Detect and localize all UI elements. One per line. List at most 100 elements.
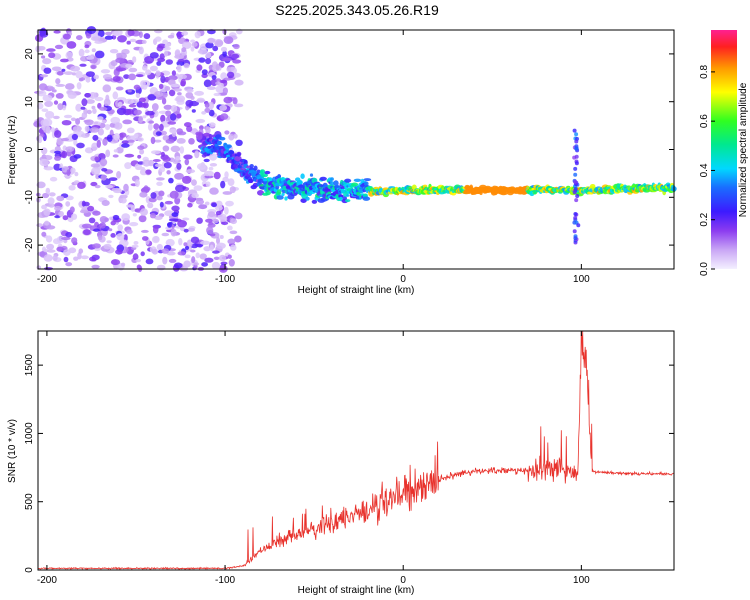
heatmap-cell bbox=[156, 61, 162, 66]
heatmap-cell bbox=[573, 186, 578, 191]
heatmap-cell bbox=[54, 205, 62, 211]
heatmap-cell bbox=[190, 236, 200, 244]
spectrogram-y-tick-label: 0 bbox=[24, 146, 35, 152]
heatmap-cell bbox=[208, 133, 213, 139]
heatmap-cell bbox=[219, 136, 226, 141]
heatmap-cell bbox=[161, 232, 170, 237]
heatmap-cell bbox=[36, 90, 47, 97]
heatmap-cell bbox=[215, 210, 222, 216]
heatmap-cell bbox=[126, 40, 131, 45]
heatmap-cell bbox=[110, 233, 116, 238]
heatmap-cell bbox=[201, 111, 207, 115]
heatmap-cell bbox=[112, 30, 120, 37]
spectrogram-x-ticks: -200 -100 0 100 bbox=[37, 30, 590, 285]
heatmap-cell bbox=[75, 103, 83, 112]
heatmap-cell bbox=[130, 98, 139, 104]
heatmap-cell bbox=[123, 183, 129, 192]
heatmap-cell bbox=[105, 149, 111, 158]
heatmap-cell bbox=[81, 98, 88, 107]
heatmap-cell bbox=[201, 69, 208, 75]
snr-ylabel: SNR (10 * v/v) bbox=[7, 419, 18, 483]
heatmap-cell bbox=[144, 56, 155, 64]
colorbar-tick-label: 0.4 bbox=[699, 163, 710, 177]
heatmap-cell bbox=[54, 44, 64, 50]
heatmap-cell bbox=[177, 58, 185, 63]
heatmap-cell bbox=[222, 50, 227, 57]
heatmap-cell bbox=[186, 239, 193, 248]
heatmap-cell bbox=[333, 180, 339, 187]
heatmap-cell bbox=[135, 258, 141, 263]
heatmap-cell bbox=[89, 127, 100, 133]
heatmap-cell bbox=[69, 206, 75, 213]
heatmap-cell bbox=[160, 75, 166, 84]
heatmap-cell bbox=[362, 196, 371, 201]
heatmap-cell bbox=[90, 163, 100, 168]
heatmap-cell bbox=[127, 29, 135, 37]
heatmap-cell bbox=[207, 145, 212, 149]
heatmap-cell bbox=[101, 168, 108, 172]
heatmap-cell bbox=[60, 58, 69, 63]
heatmap-cell bbox=[54, 150, 61, 154]
heatmap-cell bbox=[176, 162, 182, 170]
heatmap-cell bbox=[227, 254, 232, 259]
heatmap-cell bbox=[152, 226, 159, 234]
heatmap-cell bbox=[167, 79, 176, 85]
heatmap-cell bbox=[84, 125, 90, 132]
heatmap-cell bbox=[63, 71, 74, 75]
heatmap-cell bbox=[220, 180, 226, 189]
heatmap-cell bbox=[81, 112, 88, 119]
heatmap-cell bbox=[45, 111, 55, 119]
heatmap-cell bbox=[41, 231, 47, 237]
heatmap-cell bbox=[145, 69, 152, 76]
heatmap-cell bbox=[199, 253, 207, 260]
heatmap-cell bbox=[142, 186, 151, 192]
heatmap-cell bbox=[124, 162, 132, 170]
heatmap-cell bbox=[72, 126, 79, 132]
heatmap-cell bbox=[90, 36, 101, 41]
heatmap-cell bbox=[223, 36, 234, 44]
heatmap-cell bbox=[212, 45, 219, 52]
heatmap-cell bbox=[225, 200, 234, 207]
heatmap-cell bbox=[115, 86, 124, 91]
heatmap-cell bbox=[166, 170, 171, 175]
heatmap-cell bbox=[45, 187, 51, 195]
heatmap-cell bbox=[57, 103, 64, 111]
heatmap-cell bbox=[99, 222, 106, 229]
heatmap-cell bbox=[128, 73, 137, 81]
heatmap-cell bbox=[42, 192, 50, 199]
heatmap-cell bbox=[162, 145, 170, 152]
heatmap-tone-track bbox=[200, 128, 677, 245]
heatmap-cell bbox=[112, 154, 119, 158]
heatmap-cell bbox=[143, 33, 151, 40]
heatmap-cell bbox=[81, 223, 92, 229]
heatmap-cell bbox=[154, 91, 164, 98]
heatmap-cell bbox=[196, 163, 206, 170]
heatmap-cell bbox=[212, 250, 220, 254]
heatmap-cell bbox=[43, 166, 54, 171]
heatmap-cell bbox=[171, 205, 180, 212]
heatmap-cell bbox=[219, 235, 224, 239]
heatmap-cell bbox=[63, 256, 69, 263]
heatmap-cell bbox=[77, 181, 86, 189]
heatmap-cell bbox=[121, 213, 131, 221]
spectrogram-y-tick-label: -10 bbox=[24, 190, 35, 205]
spectrogram-y-ticks: -20 -10 0 10 20 bbox=[24, 48, 674, 252]
colorbar-gradient bbox=[711, 30, 737, 269]
heatmap-cell bbox=[300, 173, 305, 179]
heatmap-cell bbox=[61, 68, 66, 72]
heatmap-cell bbox=[77, 252, 82, 260]
heatmap-cell bbox=[216, 236, 220, 245]
heatmap-cell bbox=[84, 93, 91, 98]
heatmap-cell bbox=[116, 171, 122, 179]
heatmap-cell bbox=[174, 172, 184, 180]
heatmap-cell bbox=[190, 46, 195, 52]
heatmap-cell bbox=[137, 137, 144, 142]
heatmap-cell bbox=[79, 209, 90, 214]
heatmap-cell bbox=[176, 31, 182, 40]
heatmap-cell bbox=[161, 151, 165, 157]
heatmap-cell bbox=[162, 256, 168, 265]
heatmap-cell bbox=[224, 206, 229, 215]
heatmap-cell bbox=[70, 117, 77, 122]
heatmap-cell bbox=[203, 158, 210, 163]
heatmap-cell bbox=[63, 249, 71, 256]
